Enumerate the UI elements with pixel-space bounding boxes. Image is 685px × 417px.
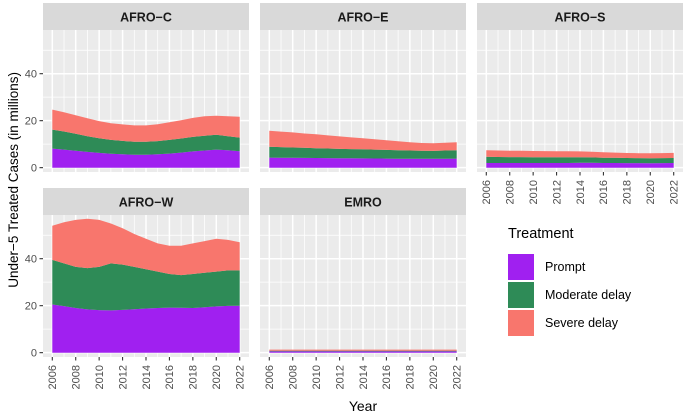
- legend-item-prompt: Prompt: [508, 254, 631, 280]
- x-tick-label: 2016: [381, 365, 393, 389]
- x-tick-label: 2022: [669, 180, 681, 204]
- x-tick-label: 2014: [358, 365, 370, 389]
- legend: Treatment Prompt Moderate delay Severe del…: [508, 226, 631, 338]
- facet-strip: [43, 188, 249, 215]
- legend-label: Moderate delay: [545, 288, 632, 302]
- area-severe-delay: [52, 218, 240, 276]
- area-prompt: [52, 148, 240, 168]
- x-tick-label: 2006: [481, 180, 493, 204]
- x-tick-label: 2022: [452, 365, 464, 389]
- legend-item-moderate-delay: Moderate delay: [508, 282, 631, 308]
- y-axis-title-text: Under−5 Treated Cases (in millions): [6, 72, 21, 288]
- facet-strip: [477, 3, 683, 30]
- legend-title: Treatment: [508, 226, 574, 242]
- area-moderate-delay: [52, 129, 240, 155]
- y-tick-label: 20: [25, 115, 37, 127]
- area-prompt: [486, 162, 674, 168]
- facet-strip: [260, 3, 466, 30]
- area-prompt: [52, 304, 240, 353]
- facet-strip-label: AFRO−S: [554, 11, 605, 25]
- y-tick-label: 0: [31, 162, 37, 174]
- facet-strip: [260, 188, 466, 215]
- x-tick-label: 2020: [211, 365, 223, 389]
- x-tick-label: 2008: [505, 180, 517, 204]
- x-tick-label: 2012: [334, 365, 346, 389]
- x-tick-label: 2012: [551, 180, 563, 204]
- area-severe-delay: [269, 130, 457, 151]
- facet-strip-label: AFRO−W: [119, 196, 174, 210]
- x-tick-label: 2016: [164, 365, 176, 389]
- x-tick-label: 2010: [94, 365, 106, 389]
- area-moderate-delay: [52, 259, 240, 311]
- legend-items: Prompt Moderate delay Severe delay: [508, 254, 631, 336]
- area-severe-delay: [52, 109, 240, 142]
- y-tick-label: 20: [25, 300, 37, 312]
- x-tick-label: 2020: [645, 180, 657, 204]
- facet-strip: [43, 3, 249, 30]
- area-moderate-delay: [269, 146, 457, 159]
- x-axis-title: Year: [348, 398, 378, 414]
- facet-strip-label: AFRO−C: [120, 11, 172, 25]
- x-tick-label: 2006: [264, 365, 276, 389]
- x-tick-label: 2010: [528, 180, 540, 204]
- area-prompt: [269, 351, 457, 353]
- x-tick-label: 2018: [188, 365, 200, 389]
- x-tick-label: 2008: [288, 365, 300, 389]
- x-tick-label: 2018: [405, 365, 417, 389]
- x-tick-label: 2014: [141, 365, 153, 389]
- legend-item-severe-delay: Severe delay: [508, 310, 631, 336]
- x-tick-label: 2006: [47, 365, 59, 389]
- area-moderate-delay: [486, 156, 674, 164]
- legend-label: Prompt: [545, 260, 586, 274]
- area-severe-delay: [269, 349, 457, 351]
- x-tick-label: 2010: [311, 365, 323, 389]
- y-tick-label: 40: [25, 253, 37, 265]
- x-tick-label: 2020: [428, 365, 440, 389]
- x-tick-label: 2012: [117, 365, 129, 389]
- legend-label: Severe delay: [545, 316, 618, 330]
- x-tick-label: 2022: [235, 365, 247, 389]
- x-tick-label: 2014: [575, 180, 587, 204]
- x-tick-label: 2016: [598, 180, 610, 204]
- y-tick-label: 40: [25, 68, 37, 80]
- legend-swatch-severe-delay: [508, 310, 534, 336]
- legend-swatch-moderate-delay: [508, 282, 534, 308]
- area-moderate-delay: [269, 350, 457, 352]
- area-prompt: [269, 157, 457, 168]
- y-axis-title: Under−5 Treated Cases (in millions): [0, 3, 27, 357]
- x-tick-label: 2008: [71, 365, 83, 389]
- y-tick-label: 0: [31, 347, 37, 359]
- x-tick-label: 2018: [622, 180, 634, 204]
- facet-strip-label: EMRO: [344, 196, 382, 210]
- legend-swatch-prompt: [508, 254, 534, 280]
- area-severe-delay: [486, 150, 674, 159]
- facet-strip-label: AFRO−E: [337, 11, 388, 25]
